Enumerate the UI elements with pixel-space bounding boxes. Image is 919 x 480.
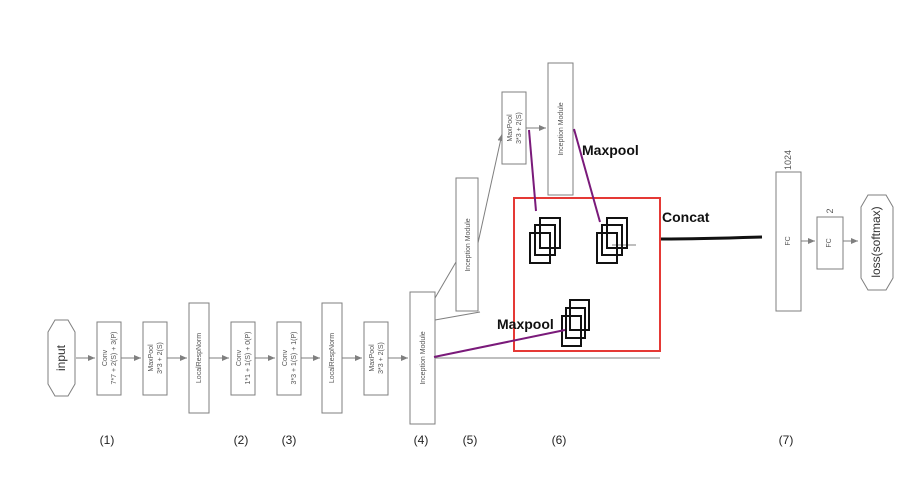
annotation-lines: [433, 128, 601, 358]
inception-b-label: Inception Module: [465, 218, 472, 271]
fc1-size: 1024: [783, 150, 793, 170]
step-label-4: (4): [414, 433, 429, 447]
arrow-inception-b-maxpool3: [477, 133, 504, 244]
fc1-block: FC 1024: [775, 150, 802, 312]
fc1-label: FC: [785, 236, 792, 245]
inception-module-b: Inception Module: [455, 177, 479, 312]
localrespnorm2-label: LocalRespNorm: [329, 333, 336, 383]
conv1-title: Conv: [102, 349, 109, 366]
fc2-size: 2: [825, 208, 835, 213]
maxpool3-title: MaxPool: [507, 114, 514, 142]
conv3-title: Conv: [282, 349, 289, 366]
conv3-params: 3*3 + 1(S) + 1(P): [291, 332, 298, 385]
feature-map-stack-left: [529, 217, 561, 264]
step-label-6: (6): [552, 433, 567, 447]
conv1-block: Conv 7*7 + 2(S) + 3(P): [96, 321, 122, 396]
step-labels: (1) (2) (3) (4) (5) (6) (7): [100, 433, 794, 447]
conv2-params: 1*1 + 1(S) + 0(P): [245, 332, 252, 385]
annotation-line-maxpool3: [528, 129, 537, 212]
step-label-5: (5): [463, 433, 478, 447]
fc2-block: FC 2: [816, 208, 844, 270]
maxpool1-block: MaxPool 3*3 + 2(S): [142, 321, 168, 396]
highlight-region: [513, 197, 661, 352]
inception-c-label: Inception Module: [558, 102, 565, 155]
conv2-block: Conv 1*1 + 1(S) + 0(P): [230, 321, 256, 396]
input-label: input: [54, 344, 68, 371]
annotation-line-inception-c: [573, 128, 601, 223]
maxpool2-params: 3*3 + 2(S): [378, 342, 385, 374]
localrespnorm1-label: LocalRespNorm: [196, 333, 203, 383]
annotation-maxpool-bottom: Maxpool: [497, 316, 554, 332]
maxpool2-title: MaxPool: [369, 344, 376, 372]
localrespnorm2-block: LocalRespNorm: [321, 302, 343, 414]
feature-map-stack-right: [596, 217, 628, 264]
feature-map-stack-bottom: [561, 299, 590, 347]
conv2-title: Conv: [236, 349, 243, 366]
annotation-maxpool-top: Maxpool: [582, 142, 639, 158]
line-inception-b-branch: [434, 261, 457, 299]
maxpool1-params: 3*3 + 2(S): [157, 342, 164, 374]
conv3-block: Conv 3*3 + 1(S) + 1(P): [276, 321, 302, 396]
maxpool1-title: MaxPool: [148, 344, 155, 372]
maxpool3-params: 3*3 + 2(S): [516, 112, 523, 144]
step-label-2: (2): [234, 433, 249, 447]
maxpool3-block: MaxPool 3*3 + 2(S): [501, 91, 527, 165]
line-inception-to-inception-b: [434, 311, 481, 321]
step-label-7: (7): [779, 433, 794, 447]
conv1-params: 7*7 + 2(S) + 3(P): [111, 332, 118, 385]
loss-label: loss(softmax): [869, 206, 883, 277]
annotation-concat: Concat: [662, 209, 710, 225]
step-label-1: (1): [100, 433, 115, 447]
step-label-3: (3): [282, 433, 297, 447]
localrespnorm1-block: LocalRespNorm: [188, 302, 210, 414]
input-node: input: [47, 319, 76, 397]
inception-a-label: Inception Module: [420, 331, 427, 384]
inception-module-a: Inception Module: [409, 291, 436, 425]
maxpool2-block: MaxPool 3*3 + 2(S): [363, 321, 389, 396]
annotation-line-inception-a: [433, 329, 566, 358]
inception-module-c: Inception Module: [547, 62, 574, 196]
concat-line: [660, 235, 763, 241]
fc2-label: FC: [826, 238, 833, 247]
loss-node: loss(softmax): [860, 194, 894, 291]
